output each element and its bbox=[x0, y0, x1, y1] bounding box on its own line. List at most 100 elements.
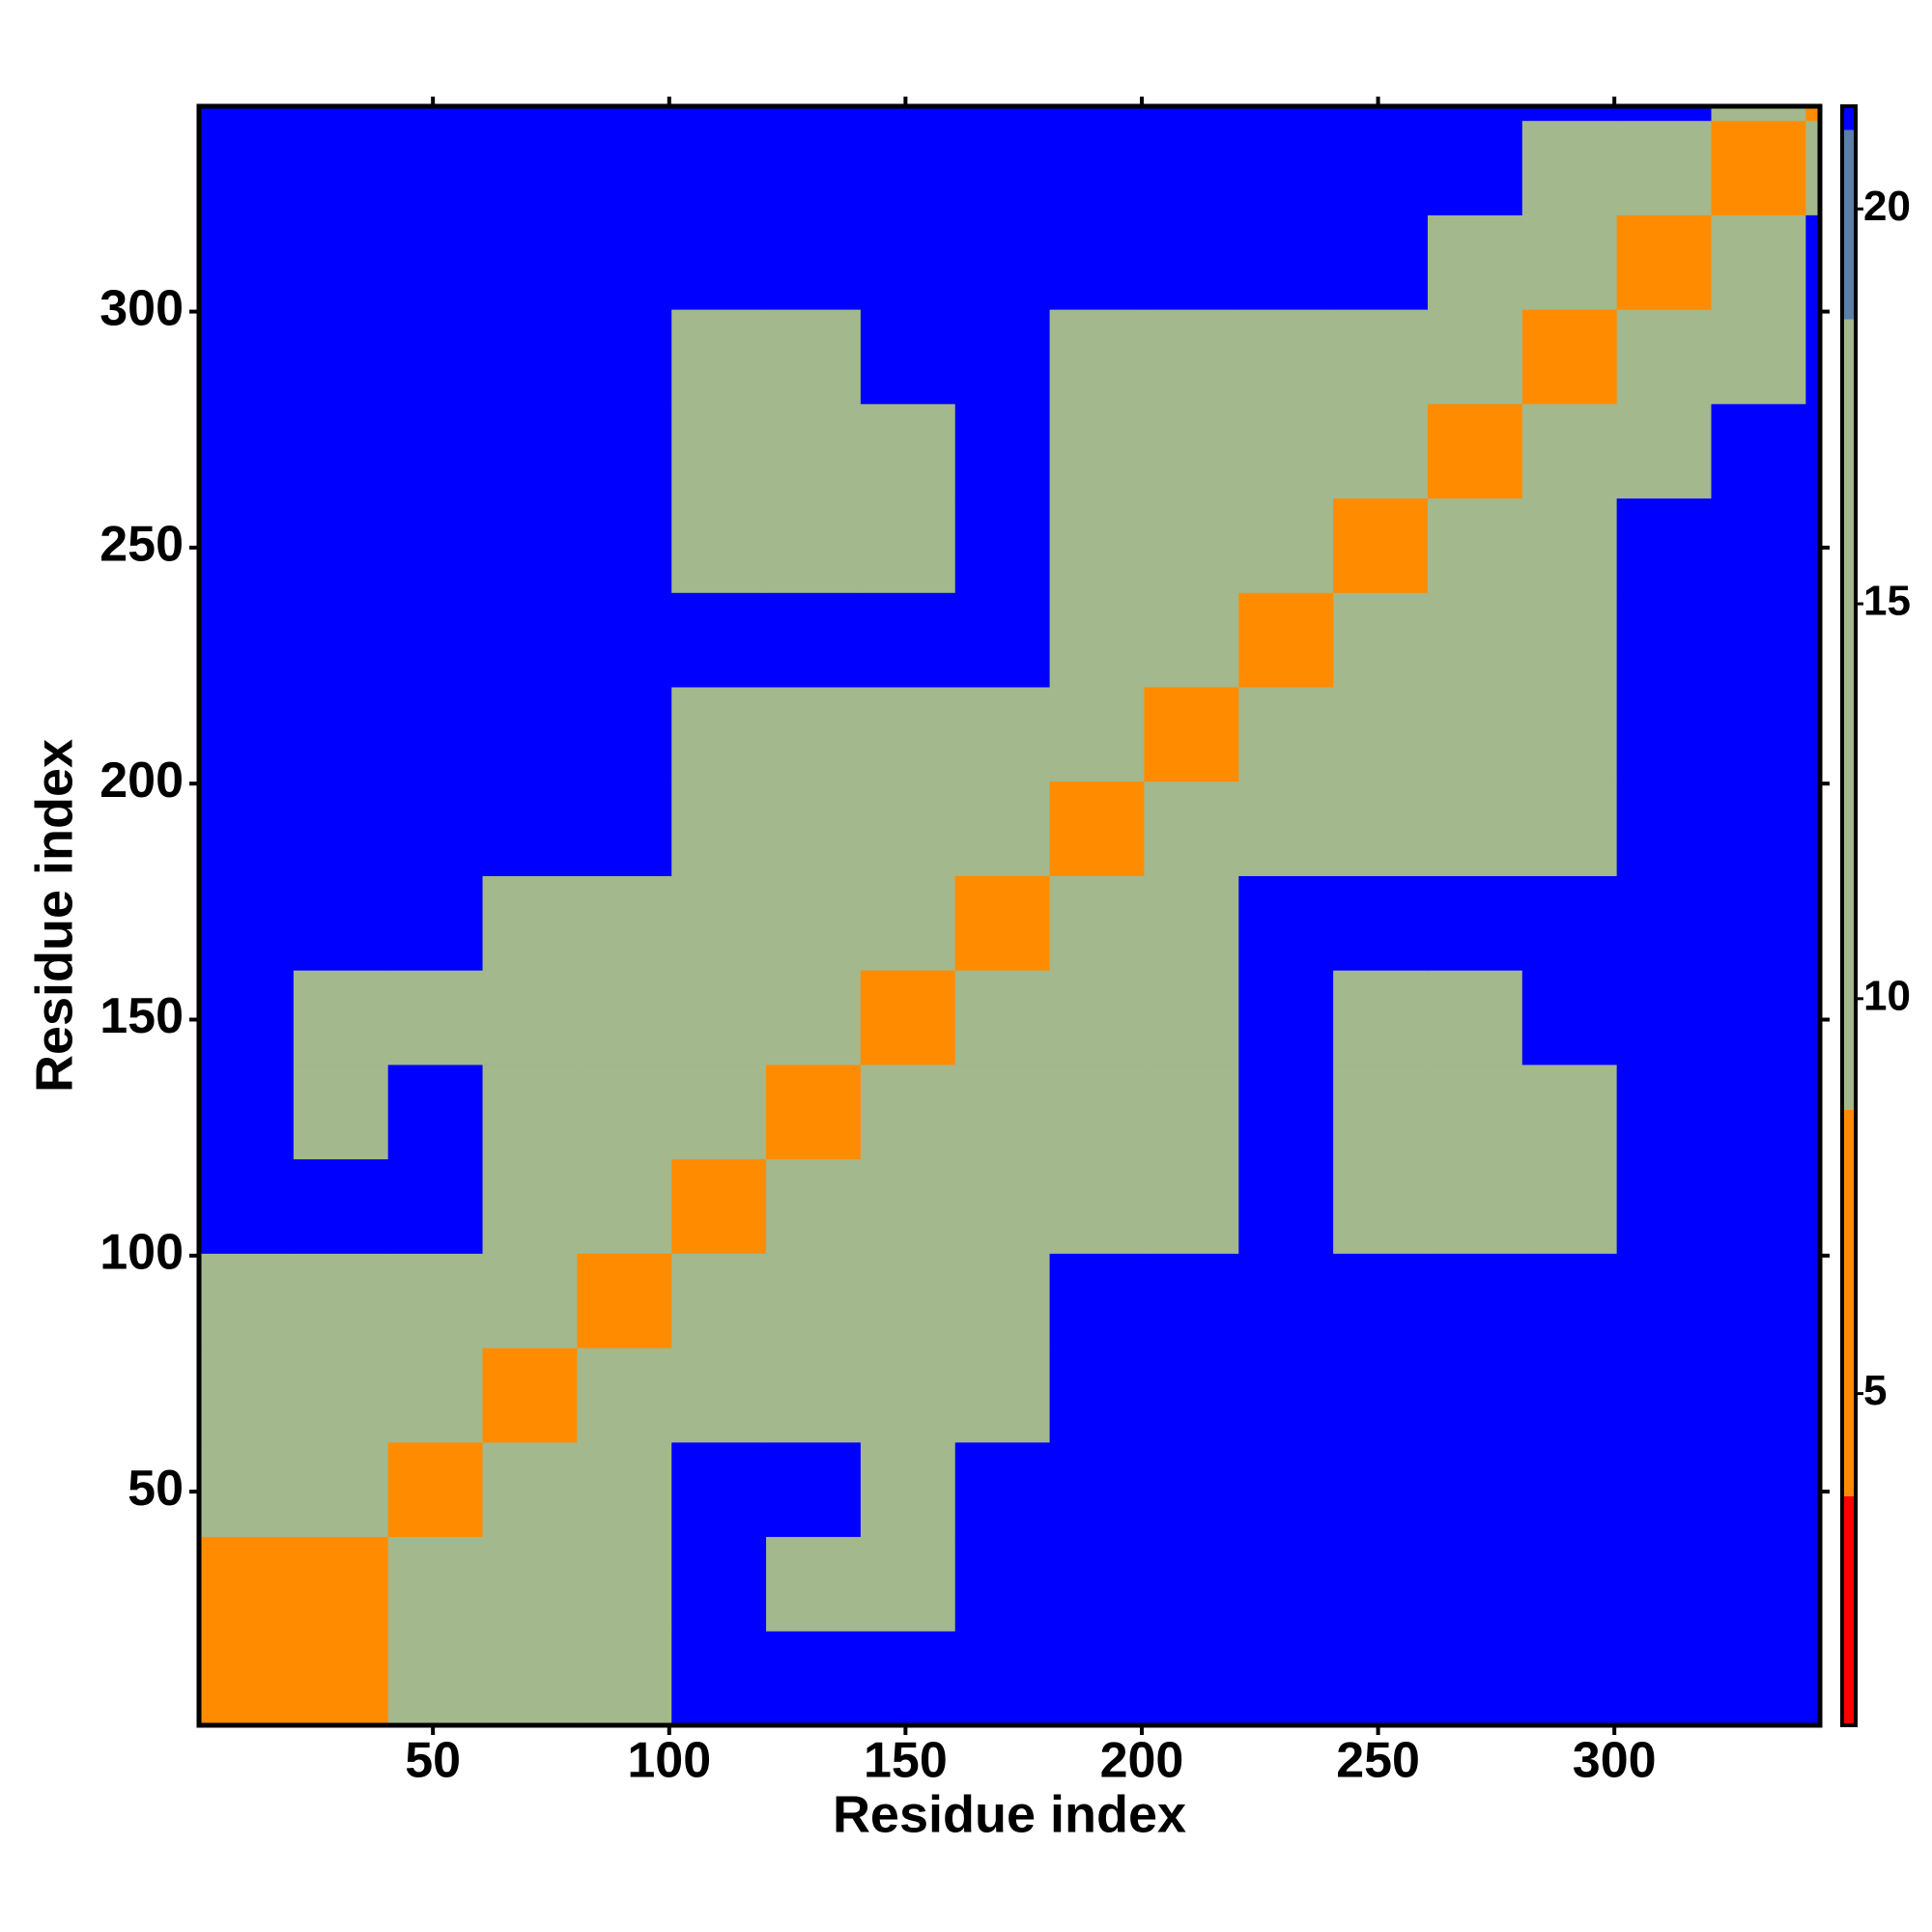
cell bbox=[954, 1441, 1051, 1538]
cell bbox=[1427, 592, 1523, 688]
cell bbox=[387, 1441, 484, 1538]
cell bbox=[482, 309, 578, 405]
cell bbox=[860, 1064, 956, 1160]
cell bbox=[1521, 1158, 1618, 1254]
cell bbox=[1144, 687, 1239, 782]
cell bbox=[1616, 497, 1712, 593]
cell bbox=[482, 1253, 578, 1349]
cell bbox=[1427, 1536, 1523, 1632]
cell bbox=[954, 1158, 1051, 1254]
colorbar-frame bbox=[1840, 104, 1858, 1727]
cell bbox=[387, 1536, 484, 1632]
cell bbox=[954, 592, 1051, 688]
cell bbox=[1711, 781, 1806, 876]
heatmap bbox=[199, 106, 1821, 1726]
cell bbox=[860, 214, 956, 310]
colorbar-band bbox=[1842, 1495, 1856, 1725]
cell bbox=[1521, 403, 1618, 499]
cell bbox=[1711, 1441, 1806, 1538]
cell bbox=[1427, 970, 1523, 1065]
cell bbox=[1427, 497, 1523, 593]
cell bbox=[1427, 875, 1523, 971]
cell bbox=[577, 1158, 672, 1254]
cell bbox=[671, 1441, 767, 1538]
cell bbox=[671, 1158, 767, 1254]
cell bbox=[1521, 309, 1618, 405]
cell bbox=[671, 1064, 767, 1160]
cell bbox=[1049, 1536, 1145, 1632]
cell bbox=[1049, 1348, 1145, 1443]
cell bbox=[860, 781, 956, 876]
cell bbox=[1805, 1536, 1821, 1632]
cell bbox=[577, 1441, 672, 1538]
cell bbox=[1711, 1348, 1806, 1443]
cell bbox=[954, 309, 1051, 405]
cell bbox=[1238, 1631, 1334, 1726]
cell bbox=[860, 1348, 956, 1443]
cell bbox=[482, 497, 578, 593]
cell bbox=[1238, 592, 1334, 688]
cell bbox=[199, 687, 295, 782]
cell bbox=[1049, 970, 1145, 1065]
cell bbox=[1238, 1064, 1334, 1160]
cell bbox=[1144, 497, 1239, 593]
cell bbox=[387, 497, 484, 593]
cell bbox=[387, 1158, 484, 1254]
cell bbox=[1144, 1536, 1239, 1632]
cell bbox=[1711, 497, 1806, 593]
cell bbox=[1521, 120, 1618, 215]
cell bbox=[671, 781, 767, 876]
cell bbox=[954, 497, 1051, 593]
cell bbox=[1711, 309, 1806, 405]
cell bbox=[387, 781, 484, 876]
cell bbox=[1049, 120, 1145, 215]
cell bbox=[954, 1536, 1051, 1632]
cell bbox=[1333, 1441, 1429, 1538]
cell bbox=[860, 1253, 956, 1349]
cell bbox=[1333, 120, 1429, 215]
cell bbox=[482, 106, 578, 122]
cell bbox=[671, 1348, 767, 1443]
cell bbox=[1711, 1253, 1806, 1349]
cell bbox=[1711, 592, 1806, 688]
cell bbox=[671, 1536, 767, 1632]
cell bbox=[1427, 781, 1523, 876]
cell bbox=[1711, 120, 1806, 215]
cell bbox=[1521, 687, 1618, 782]
cell bbox=[387, 875, 484, 971]
cell bbox=[1805, 1158, 1821, 1254]
cell bbox=[577, 403, 672, 499]
colorbar-tick-label: 5 bbox=[1863, 1367, 1887, 1414]
cell bbox=[1049, 1064, 1145, 1160]
cell bbox=[1049, 309, 1145, 405]
cell bbox=[1616, 403, 1712, 499]
cell bbox=[860, 1158, 956, 1254]
cell bbox=[1711, 214, 1806, 310]
cell bbox=[1049, 1631, 1145, 1726]
x-tick-label: 100 bbox=[627, 1733, 711, 1789]
cell bbox=[766, 1441, 862, 1538]
cell bbox=[671, 687, 767, 782]
cell bbox=[671, 214, 767, 310]
colorbar-band bbox=[1842, 1109, 1856, 1496]
cell bbox=[766, 497, 862, 593]
cell bbox=[1144, 1253, 1239, 1349]
cell bbox=[1521, 1348, 1618, 1443]
x-tick-label: 250 bbox=[1336, 1733, 1420, 1789]
cell bbox=[482, 1536, 578, 1632]
cell bbox=[1427, 687, 1523, 782]
cell bbox=[860, 875, 956, 971]
cell bbox=[954, 106, 1051, 122]
cell bbox=[482, 1348, 578, 1443]
cell bbox=[1427, 106, 1523, 122]
colorbar-tick-label: 10 bbox=[1863, 972, 1911, 1019]
cell bbox=[1333, 1536, 1429, 1632]
y-tick-label: 100 bbox=[99, 1225, 184, 1281]
cell bbox=[1805, 781, 1821, 876]
cell bbox=[1616, 1064, 1712, 1160]
cell bbox=[954, 1253, 1051, 1349]
colorbar-band bbox=[1842, 129, 1856, 320]
cell bbox=[1144, 106, 1239, 122]
cell bbox=[766, 1158, 862, 1254]
